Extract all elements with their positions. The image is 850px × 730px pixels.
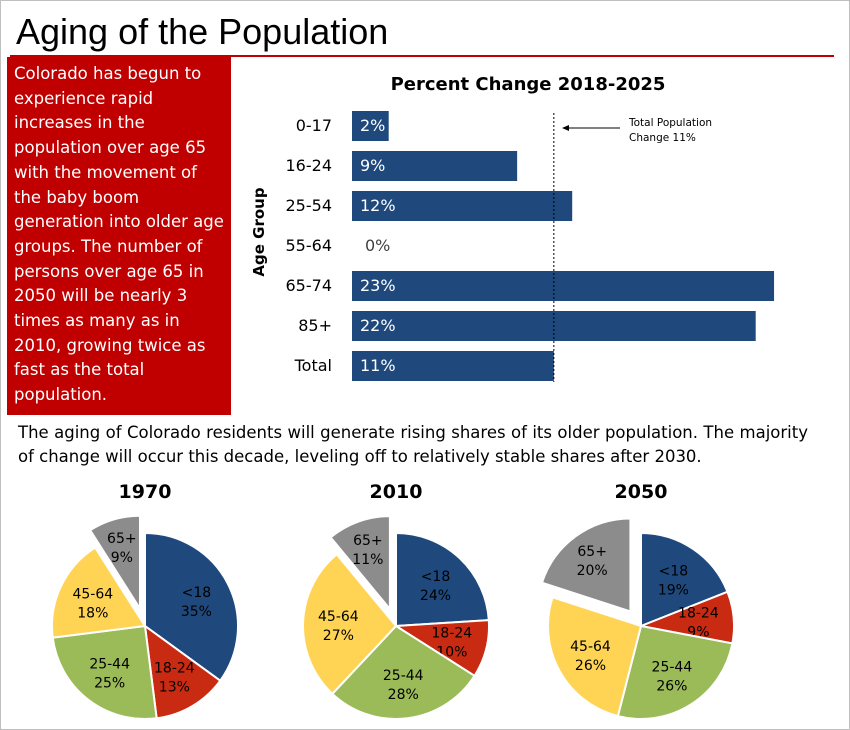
slice-1970-18 [144,531,239,683]
slice-value-2010-45-64: 27% [323,628,354,644]
pie-title-2010: 2010 [370,481,423,503]
slice-value-2050-18: 19% [658,582,689,598]
slice-label-2010-18: <18 [421,569,451,585]
slice-value-2050-25-44: 26% [656,679,687,695]
slice-2050-18 [640,531,729,628]
y-tick-25-54: 25-54 [286,196,333,215]
slice-label-1970-45-64: 45-64 [72,586,113,602]
bar-label-55-64: 0% [365,236,390,255]
pie-1970: 1970 <18 35% 18-24 13% 25-44 25% 45-64 18% 65+ 9% [51,481,239,720]
slice-label-1970-65: 65+ [107,531,137,547]
slice-1970-65 [88,514,141,613]
slice-label-1970-18: <18 [182,585,212,601]
slice-value-1970-45-64: 18% [77,605,108,621]
slice-value-2050-45-64: 26% [575,658,606,674]
slice-label-1970-18-24: 18-24 [154,661,195,677]
bar-label-25-54: 12% [360,196,396,215]
y-tick-total: Total [294,356,332,375]
slice-value-1970-18: 35% [181,604,212,620]
slice-label-2050-18-24: 18-24 [678,606,719,622]
slice-value-1970-65: 9% [111,550,133,566]
slice-value-2050-65: 20% [577,563,608,579]
y-tick-55-64: 55-64 [286,236,333,255]
slice-label-2010-18-24: 18-24 [432,625,473,641]
bar-label-total: 11% [360,356,396,375]
slice-value-2010-25-44: 28% [388,687,419,703]
page-title: Aging of the Population [16,11,389,52]
slice-value-2010-65: 11% [352,552,383,568]
annotation-line1: Total Population [628,117,712,129]
slice-2050-45-64 [547,596,643,718]
slice-2050-65 [540,517,632,613]
slice-1970-25-44 [51,624,158,720]
bar-label-65-74: 23% [360,276,396,295]
y-tick-0-17: 0-17 [296,116,332,135]
slice-label-2050-65: 65+ [577,544,607,560]
bar-0-17 [352,111,389,141]
bar-chart-title: Percent Change 2018-2025 [391,74,666,95]
bar-25-54 [352,191,573,221]
slice-2010-65 [329,515,391,612]
y-tick-65-74: 65-74 [286,276,333,295]
slice-1970-18-24 [143,623,222,720]
bar-65-74 [352,271,775,301]
slice-label-2010-65: 65+ [353,533,383,549]
slice-label-2050-18: <18 [659,563,689,579]
bar-chart-ylabel: Age Group [250,187,268,276]
pie-title-2050: 2050 [615,481,668,503]
slice-label-1970-25-44: 25-44 [89,657,130,673]
slice-2010-45-64 [302,552,398,696]
bar-16-24 [352,151,518,181]
slice-label-2050-45-64: 45-64 [570,639,611,655]
slice-label-2010-25-44: 25-44 [383,668,424,684]
slice-value-1970-18-24: 13% [159,680,190,696]
summary-text: The aging of Colorado residents will gen… [18,423,808,466]
sidebar-panel: Colorado has begun to experience rapid i… [7,57,231,415]
slice-value-2010-18: 24% [420,588,451,604]
pie-title-1970: 1970 [119,481,172,503]
slice-label-2050-25-44: 25-44 [652,660,693,676]
bar-label-85: 22% [360,316,396,335]
title-rule [10,55,834,57]
slice-2010-25-44 [330,624,476,720]
sidebar-text: Colorado has begun to experience rapid i… [14,64,224,405]
bar-label-16-24: 9% [360,156,385,175]
slice-1970-45-64 [51,546,147,639]
slice-2050-25-44 [616,624,734,720]
slice-value-1970-25-44: 25% [94,676,125,692]
bar-label-0-17: 2% [360,116,385,135]
annotation-line2: Change 11% [629,132,696,144]
slice-2010-18 [395,531,490,628]
y-tick-16-24: 16-24 [286,156,333,175]
bar-total [352,351,554,381]
slice-label-2010-45-64: 45-64 [318,609,359,625]
y-tick-85: 85+ [298,316,332,335]
annotation-arrowhead [562,125,569,131]
